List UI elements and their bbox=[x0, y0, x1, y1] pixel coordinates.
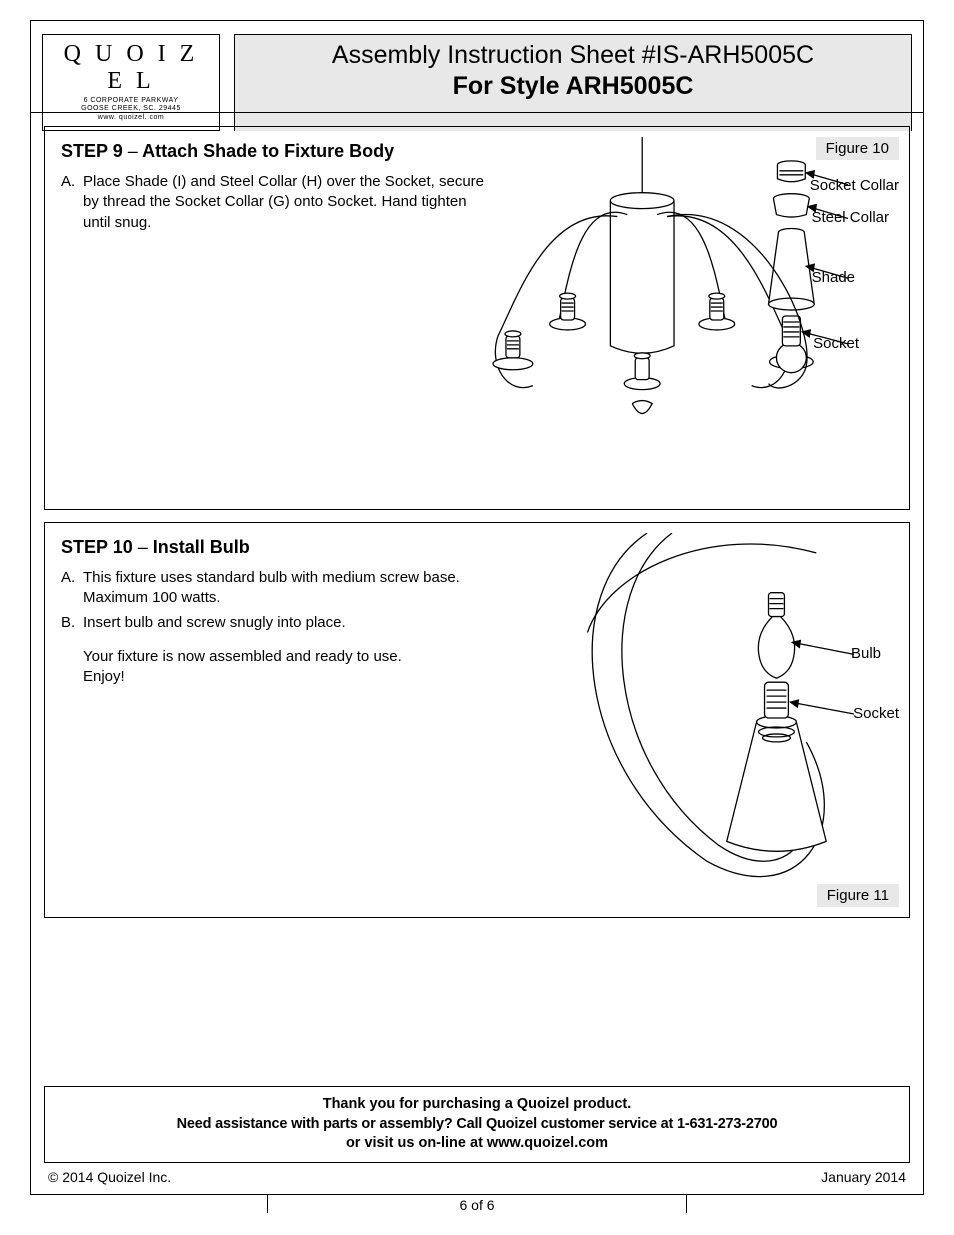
callout-socket-collar: Socket Collar bbox=[810, 177, 899, 194]
figure11-svg bbox=[455, 533, 899, 907]
title-line2: For Style ARH5005C bbox=[245, 72, 901, 101]
step9-a-label: A. bbox=[61, 172, 83, 233]
footer-page: 6 of 6 bbox=[267, 1194, 687, 1213]
figure10-diagram: Socket Collar Steel Collar Shade Socket bbox=[455, 137, 899, 499]
step9-item-a: A. Place Shade (I) and Steel Collar (H) … bbox=[61, 172, 489, 233]
callout-steel-collar: Steel Collar bbox=[811, 209, 889, 226]
thanks-box: Thank you for purchasing a Quoizel produ… bbox=[44, 1086, 910, 1163]
logo-addr-1: 6 CORPORATE PARKWAY bbox=[55, 97, 207, 105]
step9-name: Attach Shade to Fixture Body bbox=[142, 141, 394, 161]
step9-panel: STEP 9 – Attach Shade to Fixture Body A.… bbox=[44, 126, 910, 510]
footer-date: January 2014 bbox=[821, 1169, 906, 1185]
step10-body: A. This fixture uses standard bulb with … bbox=[45, 568, 505, 687]
title-line1: Assembly Instruction Sheet #IS-ARH5005C bbox=[245, 41, 901, 70]
step9-num: STEP 9 bbox=[61, 141, 123, 161]
footer-copyright: © 2014 Quoizel Inc. bbox=[48, 1169, 171, 1185]
step10-a-text: This fixture uses standard bulb with med… bbox=[83, 568, 489, 609]
step9-dash: – bbox=[128, 141, 138, 161]
step10-closing-2: Enjoy! bbox=[83, 667, 489, 687]
callout-socket: Socket bbox=[813, 335, 859, 352]
callout-socket2: Socket bbox=[853, 705, 899, 722]
step9-a-text: Place Shade (I) and Steel Collar (H) ove… bbox=[83, 172, 489, 233]
step10-dash: – bbox=[138, 537, 148, 557]
logo-addr: 6 CORPORATE PARKWAY GOOSE CREEK, SC. 294… bbox=[55, 97, 207, 122]
header-rule bbox=[30, 112, 924, 113]
logo-box: Q U O I Z E L 6 CORPORATE PARKWAY GOOSE … bbox=[42, 34, 220, 131]
step9-body: A. Place Shade (I) and Steel Collar (H) … bbox=[45, 172, 505, 233]
title-box: Assembly Instruction Sheet #IS-ARH5005C … bbox=[234, 34, 912, 131]
figure11-diagram: Bulb Socket bbox=[455, 533, 899, 907]
step10-panel: STEP 10 – Install Bulb A. This fixture u… bbox=[44, 522, 910, 918]
logo-name: Q U O I Z E L bbox=[55, 41, 207, 95]
step10-item-b: B. Insert bulb and screw snugly into pla… bbox=[61, 613, 489, 633]
step10-name: Install Bulb bbox=[153, 537, 250, 557]
thanks-line3: or visit us on-line at www.quoizel.com bbox=[55, 1134, 899, 1154]
thanks-line1: Thank you for purchasing a Quoizel produ… bbox=[55, 1095, 899, 1115]
header-row: Q U O I Z E L 6 CORPORATE PARKWAY GOOSE … bbox=[42, 34, 912, 131]
step10-item-a: A. This fixture uses standard bulb with … bbox=[61, 568, 489, 609]
step10-closing-1: Your fixture is now assembled and ready … bbox=[83, 647, 489, 667]
callout-shade: Shade bbox=[812, 269, 855, 286]
step10-a-label: A. bbox=[61, 568, 83, 609]
step10-num: STEP 10 bbox=[61, 537, 133, 557]
thanks-line2: Need assistance with parts or assembly? … bbox=[55, 1115, 899, 1135]
step10-b-text: Insert bulb and screw snugly into place. bbox=[83, 613, 346, 633]
step10-b-label: B. bbox=[61, 613, 83, 633]
step10-closing: Your fixture is now assembled and ready … bbox=[83, 647, 489, 688]
logo-addr-3: www. quoizel. com bbox=[55, 114, 207, 122]
callout-bulb: Bulb bbox=[851, 645, 881, 662]
